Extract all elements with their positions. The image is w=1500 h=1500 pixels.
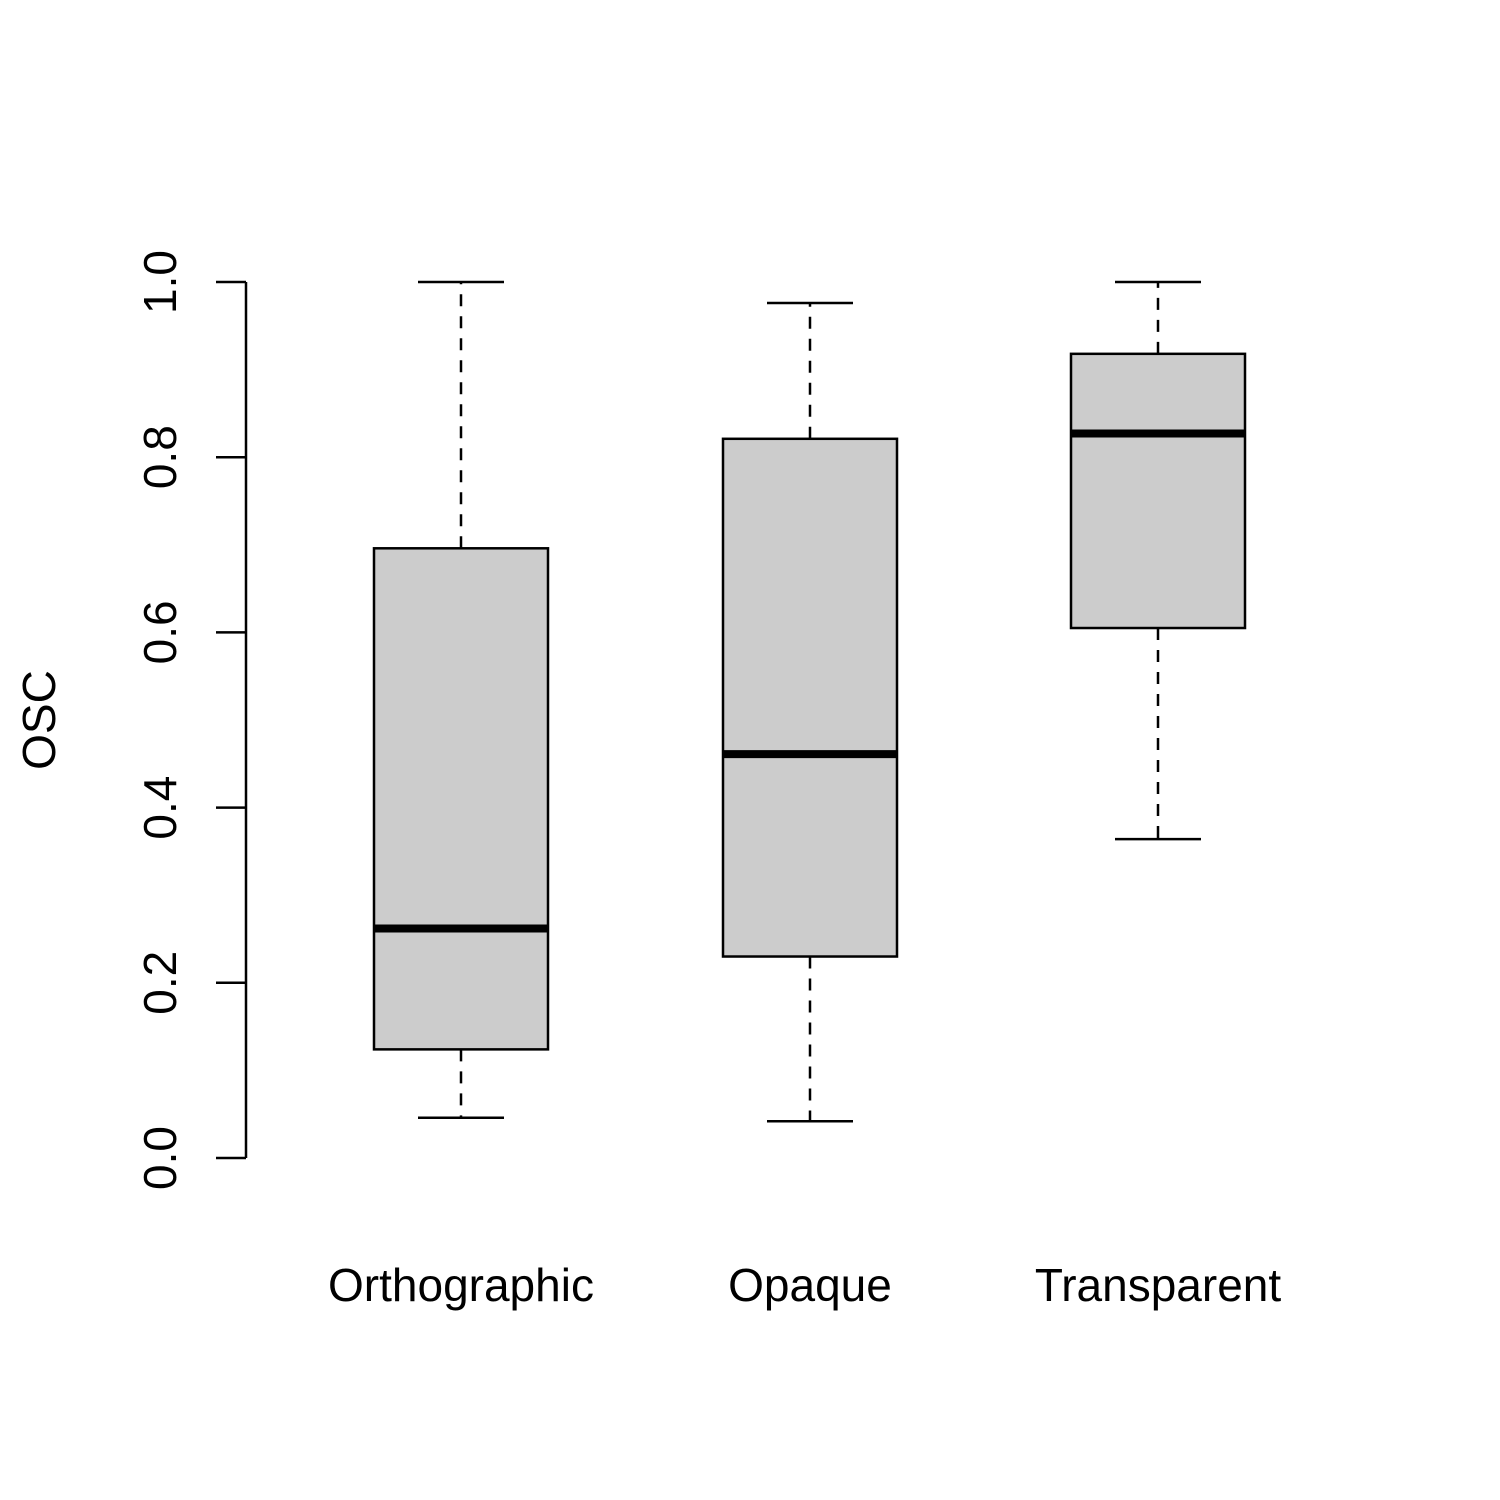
box-transparent	[1069, 280, 1247, 841]
x-axis-labels: Orthographic Opaque Transparent	[328, 1259, 1281, 1311]
iqr-box	[721, 437, 899, 958]
y-tick-label: 0.6	[134, 600, 186, 664]
box-series	[372, 280, 1247, 1123]
y-tick-label: 0.2	[134, 951, 186, 1015]
iqr-box	[1069, 352, 1247, 630]
x-category-label: Opaque	[728, 1259, 892, 1311]
y-tick-label: 0.8	[134, 425, 186, 489]
y-tick-label: 0.0	[134, 1126, 186, 1190]
iqr-box	[372, 547, 550, 1051]
y-tick-label: 0.4	[134, 776, 186, 840]
y-axis: 0.0 0.2 0.4 0.6 0.8 1.0	[134, 250, 248, 1190]
y-axis-title: OSC	[13, 670, 65, 770]
y-tick-label: 1.0	[134, 250, 186, 314]
box-orthographic	[372, 280, 550, 1119]
x-category-label: Orthographic	[328, 1259, 594, 1311]
x-category-label: Transparent	[1035, 1259, 1282, 1311]
box-opaque	[721, 301, 899, 1123]
